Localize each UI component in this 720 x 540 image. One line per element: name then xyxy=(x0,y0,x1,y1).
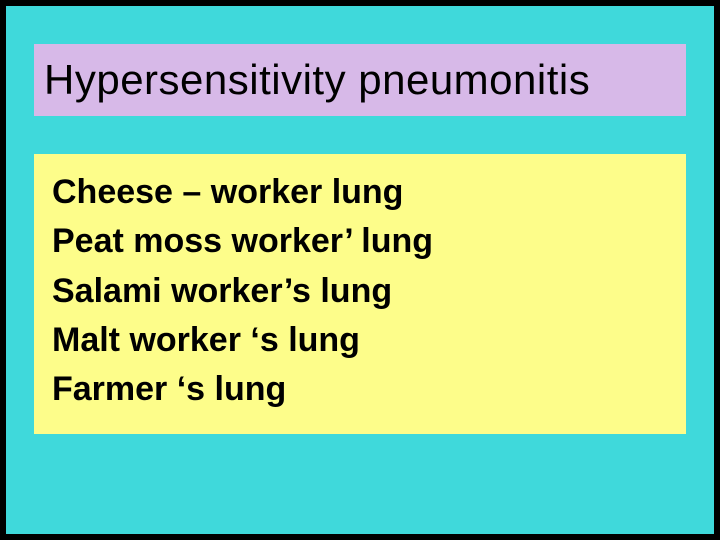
body-line: Salami worker’s lung xyxy=(52,267,668,316)
body-line: Cheese – worker lung xyxy=(52,168,668,217)
slide-container: Hypersensitivity pneumonitis Cheese – wo… xyxy=(0,0,720,540)
body-line: Peat moss worker’ lung xyxy=(52,217,668,266)
body-box: Cheese – worker lung Peat moss worker’ l… xyxy=(34,154,686,434)
body-line: Malt worker ‘s lung xyxy=(52,316,668,365)
body-line: Farmer ‘s lung xyxy=(52,365,668,414)
title-box: Hypersensitivity pneumonitis xyxy=(34,44,686,116)
slide-background: Hypersensitivity pneumonitis Cheese – wo… xyxy=(6,6,714,534)
title-text: Hypersensitivity pneumonitis xyxy=(44,56,590,104)
